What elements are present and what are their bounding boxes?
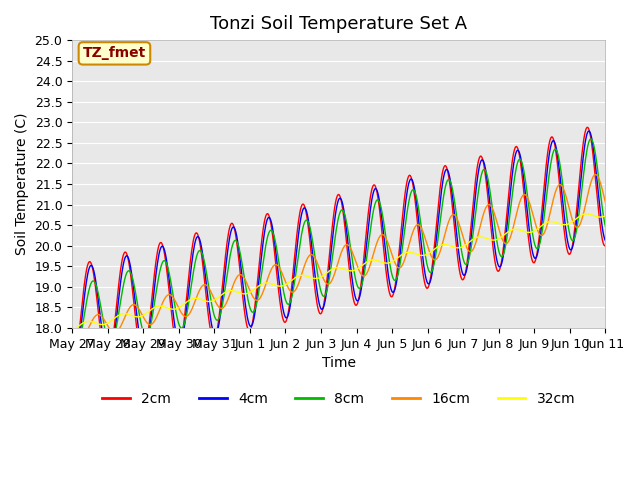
2cm (78, 303, 86, 309)
16cm (68, 332, 76, 337)
4cm (586, 128, 593, 134)
2cm (602, 243, 609, 249)
32cm (68, 328, 76, 334)
Line: 4cm: 4cm (72, 131, 605, 369)
8cm (404, 203, 412, 208)
32cm (78, 321, 86, 327)
Line: 32cm: 32cm (72, 214, 605, 331)
8cm (216, 313, 223, 319)
Text: TZ_fmet: TZ_fmet (83, 47, 146, 60)
4cm (188, 262, 195, 267)
32cm (133, 314, 141, 320)
4cm (69, 366, 77, 372)
4cm (68, 365, 76, 371)
8cm (79, 323, 86, 329)
16cm (602, 199, 609, 205)
32cm (583, 211, 591, 217)
2cm (187, 254, 195, 260)
16cm (188, 307, 195, 313)
Title: Tonzi Soil Temperature Set A: Tonzi Soil Temperature Set A (210, 15, 467, 33)
2cm (404, 177, 412, 183)
2cm (215, 314, 223, 320)
Y-axis label: Soil Temperature (C): Soil Temperature (C) (15, 113, 29, 255)
16cm (75, 338, 83, 344)
2cm (68, 370, 76, 376)
Line: 2cm: 2cm (72, 127, 605, 373)
2cm (419, 270, 427, 276)
8cm (587, 136, 595, 142)
8cm (71, 349, 79, 355)
32cm (215, 294, 223, 300)
4cm (216, 316, 223, 322)
16cm (79, 336, 86, 342)
32cm (602, 213, 609, 218)
16cm (592, 172, 600, 178)
4cm (79, 310, 86, 316)
16cm (134, 304, 141, 310)
32cm (419, 252, 427, 258)
4cm (602, 238, 609, 244)
4cm (420, 263, 428, 268)
Line: 16cm: 16cm (72, 175, 605, 341)
8cm (420, 242, 428, 248)
4cm (134, 318, 141, 324)
16cm (420, 231, 428, 237)
8cm (68, 345, 76, 351)
Line: 8cm: 8cm (72, 139, 605, 352)
X-axis label: Time: Time (322, 356, 356, 370)
8cm (134, 300, 141, 306)
32cm (404, 250, 412, 255)
16cm (404, 245, 412, 251)
8cm (188, 281, 195, 287)
32cm (187, 297, 195, 302)
8cm (602, 224, 609, 229)
Legend: 2cm, 4cm, 8cm, 16cm, 32cm: 2cm, 4cm, 8cm, 16cm, 32cm (97, 387, 580, 412)
2cm (133, 325, 141, 331)
16cm (216, 305, 223, 311)
4cm (404, 183, 412, 189)
2cm (584, 124, 591, 130)
